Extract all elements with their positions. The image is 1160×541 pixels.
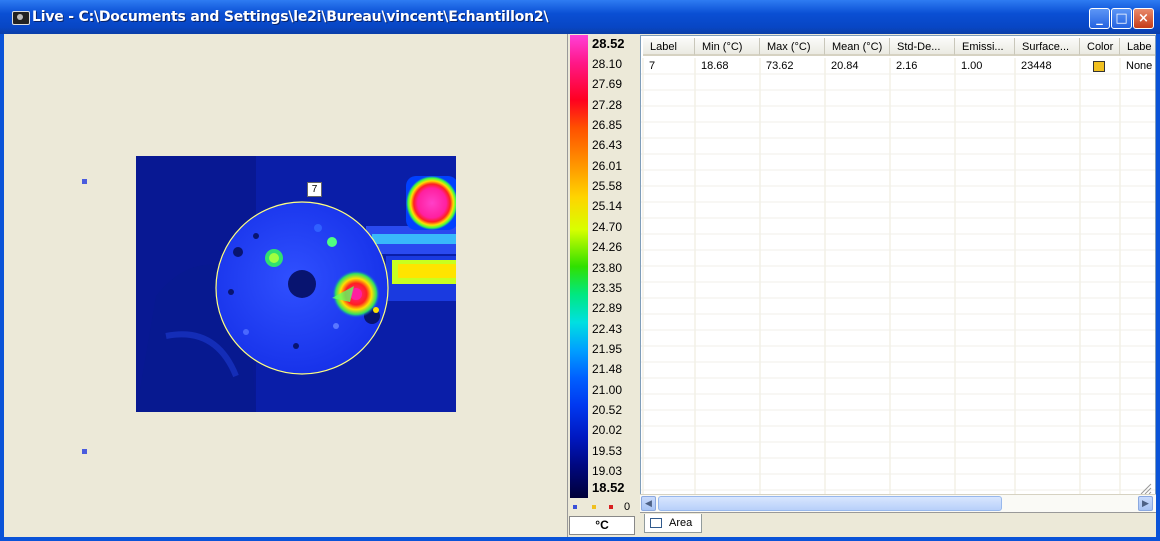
cell-emissivity: 1.00 <box>961 60 983 72</box>
scale-max-label: 28.52 <box>592 36 625 51</box>
scale-tick-label: 27.28 <box>592 97 623 112</box>
scale-tick-label: 26.85 <box>592 118 623 133</box>
measurement-table[interactable]: Label Min (°C) Max (°C) Mean (°C) Std-De... E… <box>640 35 1156 514</box>
column-header[interactable]: Mean (°C) <box>825 38 890 56</box>
column-header[interactable]: Emissi... <box>955 38 1015 56</box>
scale-min-label: 18.52 <box>592 480 625 495</box>
window-title: Live - C:\Documents and Settings\le2i\Bu… <box>32 9 549 25</box>
column-header[interactable]: Min (°C) <box>695 38 760 56</box>
resize-handle[interactable] <box>82 179 87 184</box>
resize-grip-icon[interactable] <box>1138 481 1152 495</box>
minimize-button[interactable]: _ <box>1089 8 1110 29</box>
table-grid <box>641 58 1155 494</box>
cell-label-mode: None <box>1126 60 1153 72</box>
maximize-button[interactable]: □ <box>1111 8 1132 29</box>
thermal-image-graphic <box>136 156 456 412</box>
column-header[interactable]: Std-De... <box>890 38 955 56</box>
scroll-right-button[interactable]: ▶ <box>1138 496 1153 511</box>
scale-tick-label: 20.52 <box>592 402 623 417</box>
roi-label[interactable]: 7 <box>307 182 322 197</box>
legend-marker-blue <box>573 505 577 509</box>
title-bar[interactable]: Live - C:\Documents and Settings\le2i\Bu… <box>0 0 1160 34</box>
scroll-thumb[interactable] <box>658 496 1002 511</box>
tab-bar: Area <box>640 512 1156 537</box>
horizontal-scrollbar[interactable]: ◀ ▶ <box>640 494 1156 512</box>
color-scale-bar[interactable] <box>570 35 588 498</box>
column-header[interactable]: Label <box>643 38 695 56</box>
scroll-left-button[interactable]: ◀ <box>641 496 656 511</box>
scale-tick-label: 19.03 <box>592 464 623 478</box>
scale-tick-label: 26.43 <box>592 138 623 153</box>
scale-tick-label: 22.89 <box>592 301 623 316</box>
thermal-image[interactable] <box>136 156 456 412</box>
cell-surface: 23448 <box>1021 60 1052 72</box>
column-header[interactable]: Surface... <box>1015 38 1080 56</box>
color-scale-panel: 28.52 28.10 27.69 27.28 26.85 26.43 26.01 25.5… <box>567 34 636 537</box>
scale-tick-label: 24.70 <box>592 219 623 234</box>
image-view-pane[interactable]: 7 <box>10 34 667 537</box>
scale-tick-label: 21.95 <box>592 341 623 356</box>
scale-tick-label: 20.02 <box>592 423 623 438</box>
scale-tick-label: 24.26 <box>592 240 623 255</box>
scale-tick-label: 23.80 <box>592 260 623 275</box>
scale-legend-row: 0 <box>568 501 636 515</box>
cell-min: 18.68 <box>701 60 729 72</box>
scale-tick-label: 28.10 <box>592 57 623 71</box>
cell-label: 7 <box>649 60 656 72</box>
camera-icon <box>12 11 30 25</box>
scale-unit[interactable]: °C <box>569 516 635 535</box>
tab-area-label: Area <box>669 517 693 529</box>
scale-tick-label: 26.01 <box>592 158 623 173</box>
scale-tick-label: 21.48 <box>592 362 623 377</box>
close-button[interactable]: × <box>1133 8 1154 29</box>
scale-tick-label: 25.58 <box>592 179 623 194</box>
scale-tick-label: 21.00 <box>592 382 623 397</box>
tab-area[interactable]: Area <box>644 514 702 533</box>
column-header[interactable]: Max (°C) <box>760 38 825 56</box>
scale-tick-label: 27.69 <box>592 77 623 92</box>
scale-tick-label: 25.14 <box>592 199 623 214</box>
scale-tick-label: 23.35 <box>592 280 623 295</box>
cell-max: 73.62 <box>766 60 794 72</box>
scale-tick-label: 19.53 <box>592 443 623 458</box>
client-area: 7 28.52 28.10 27.69 27.28 26.85 26.43 26.01 25… <box>4 34 1156 537</box>
cell-mean: 20.84 <box>831 60 859 72</box>
color-swatch[interactable] <box>1093 61 1105 72</box>
cell-std: 2.16 <box>896 60 918 72</box>
column-header[interactable]: Color <box>1080 38 1120 56</box>
column-header[interactable]: Labe <box>1120 38 1155 56</box>
legend-marker-yellow <box>592 505 596 509</box>
cell-color <box>1080 58 1120 74</box>
resize-handle[interactable] <box>82 449 87 454</box>
area-icon <box>650 518 662 528</box>
legend-marker-red <box>609 505 613 509</box>
legend-count: 0 <box>624 501 631 513</box>
scale-tick-label: 22.43 <box>592 321 623 336</box>
